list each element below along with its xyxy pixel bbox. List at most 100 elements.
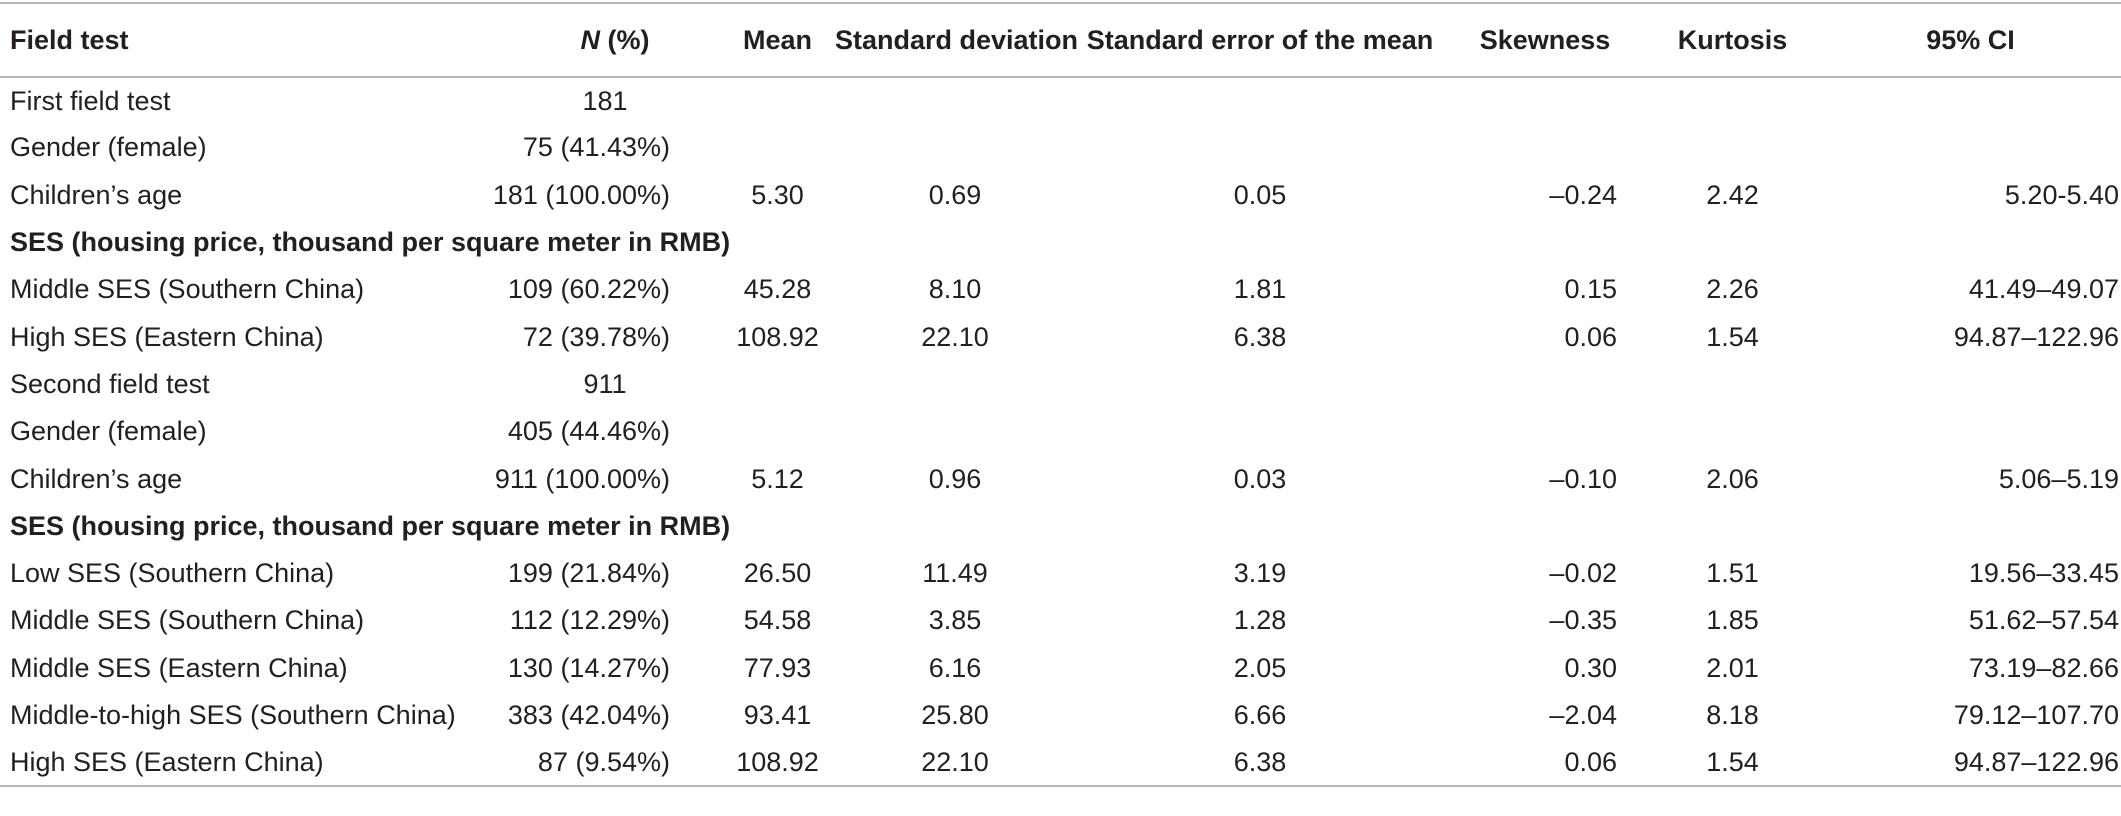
cell-sem: [1075, 408, 1445, 455]
cell-sd: 3.85: [928, 605, 982, 636]
section-label: SES (housing price, thousand per square …: [10, 510, 731, 541]
table-row: Gender (female) 75 (41.43%): [0, 124, 2121, 171]
cell-skewness: [1445, 408, 1645, 455]
cell-kurtosis: 1.54: [1645, 739, 1820, 788]
cell-skewness: –0.10: [1549, 463, 1617, 494]
cell-n: 75 (41.43%): [522, 132, 670, 163]
cell-kurtosis: 1.54: [1706, 321, 1759, 352]
header-kurtosis: Kurtosis: [1645, 2, 1820, 78]
cell-n: 181 (100.00%): [492, 179, 670, 210]
row-label: Gender (female): [10, 132, 207, 163]
row-label: First field test: [10, 85, 171, 116]
cell-sd: [835, 408, 1075, 455]
header-sd: Standard deviation: [835, 2, 1078, 78]
cell-kurtosis: 2.26: [1706, 274, 1759, 305]
cell-mean: 93.41: [743, 700, 812, 730]
header-mean: Mean: [720, 2, 835, 78]
cell-kurtosis: 8.18: [1706, 700, 1759, 730]
table-row: Low SES (Southern China) 199 (21.84%) 26.5…: [0, 550, 2121, 597]
row-label: Children’s age: [10, 179, 183, 210]
cell-mean: 108.92: [720, 739, 835, 788]
cell-ci: 73.19–82.66: [1968, 652, 2119, 683]
cell-skewness: 0.06: [1564, 321, 1617, 352]
row-label: Middle SES (Eastern China): [10, 652, 348, 683]
cell-ci: [1820, 408, 2121, 455]
cell-kurtosis: [1645, 77, 1820, 124]
header-n-percent: N (%): [490, 2, 720, 78]
cell-ci: [1820, 124, 2121, 171]
cell-skewness: –2.04: [1549, 700, 1617, 730]
cell-mean: 5.30: [751, 179, 804, 210]
cell-skewness: –0.35: [1549, 605, 1617, 636]
cell-sd: 8.10: [928, 274, 982, 305]
table-row: Middle SES (Southern China) 109 (60.22%) 4…: [0, 266, 2121, 313]
table-row: Middle-to-high SES (Southern China) 383 (…: [0, 692, 2121, 739]
cell-ci: 5.06–5.19: [1998, 463, 2119, 494]
header-ci: 95% CI: [1820, 2, 2121, 78]
cell-ci: 41.49–49.07: [1968, 274, 2119, 305]
cell-n: 383 (42.04%): [507, 700, 670, 730]
header-skewness: Skewness: [1445, 2, 1645, 78]
table-row: Middle SES (Southern China) 112 (12.29%) 5…: [0, 597, 2121, 644]
cell-n: 911: [583, 368, 627, 399]
row-label: Second field test: [10, 368, 210, 399]
cell-sem: [1075, 124, 1445, 171]
section-row: SES (housing price, thousand per square …: [0, 503, 2121, 550]
cell-ci: 51.62–57.54: [1968, 605, 2119, 636]
cell-sd: 0.96: [928, 463, 982, 494]
row-label: High SES (Eastern China): [10, 321, 324, 352]
cell-sd: [835, 361, 1075, 408]
row-label: Middle SES (Southern China): [10, 274, 365, 305]
cell-sd: 22.10: [921, 321, 989, 352]
cell-sem: 0.05: [1233, 179, 1287, 210]
table-row: First field test 181: [0, 77, 2121, 124]
cell-ci: 94.87–122.96: [1820, 739, 2121, 788]
cell-skewness: –0.02: [1549, 558, 1617, 589]
cell-kurtosis: 1.51: [1706, 558, 1759, 589]
cell-mean: 77.93: [743, 652, 812, 683]
statistics-table: Field test N (%) Mean Standard deviation…: [0, 2, 2121, 788]
cell-ci: 19.56–33.45: [1968, 558, 2119, 589]
table-row: High SES (Eastern China) 87 (9.54%) 108.92…: [0, 739, 2121, 788]
cell-sem: 1.28: [1233, 605, 1287, 636]
cell-mean: 5.12: [751, 463, 804, 494]
header-field-test: Field test: [0, 2, 490, 78]
cell-ci: 94.87–122.96: [1953, 321, 2119, 352]
cell-skewness: [1445, 124, 1645, 171]
table-row: Gender (female) 405 (44.46%): [0, 408, 2121, 455]
cell-skewness: [1445, 361, 1645, 408]
section-row: SES (housing price, thousand per square …: [0, 219, 2121, 266]
header-row: Field test N (%) Mean Standard deviation…: [0, 2, 2121, 78]
cell-skewness: 0.30: [1564, 652, 1617, 683]
row-label: Middle-to-high SES (Southern China): [10, 700, 456, 730]
cell-sem: 6.38: [1233, 321, 1287, 352]
cell-sd: [835, 124, 1075, 171]
cell-n: 87 (9.54%): [490, 739, 720, 788]
cell-n: 72 (39.78%): [522, 321, 670, 352]
table-body: First field test 181 Gender (female) 75 (41…: [0, 77, 2121, 788]
cell-kurtosis: [1645, 361, 1820, 408]
cell-n: 181: [582, 85, 628, 116]
header-sem: Standard error of the mean: [1075, 2, 1445, 78]
cell-sem: 0.03: [1233, 463, 1287, 494]
cell-skewness: 0.06: [1445, 739, 1645, 788]
cell-sd: 11.49: [922, 558, 988, 589]
cell-sem: 6.38: [1075, 739, 1445, 788]
cell-sem: 2.05: [1233, 652, 1287, 683]
cell-kurtosis: [1645, 408, 1820, 455]
cell-mean: 45.28: [743, 274, 812, 305]
cell-n: 911 (100.00%): [494, 463, 670, 494]
cell-n: 112 (12.29%): [509, 605, 670, 636]
cell-ci: [1820, 77, 2121, 124]
cell-n: 130 (14.27%): [507, 652, 670, 683]
cell-sd: 25.80: [921, 700, 989, 730]
table-row: High SES (Eastern China) 72 (39.78%) 108.9…: [0, 313, 2121, 360]
cell-ci: 79.12–107.70: [1953, 700, 2119, 730]
cell-sd: [835, 77, 1075, 124]
cell-sd: 22.10: [835, 739, 1075, 788]
cell-sem: 3.19: [1233, 558, 1287, 589]
cell-mean: 26.50: [743, 558, 812, 589]
cell-n: 405 (44.46%): [507, 416, 670, 447]
cell-n: 109 (60.22%): [507, 274, 670, 305]
cell-mean: 54.58: [743, 605, 812, 636]
